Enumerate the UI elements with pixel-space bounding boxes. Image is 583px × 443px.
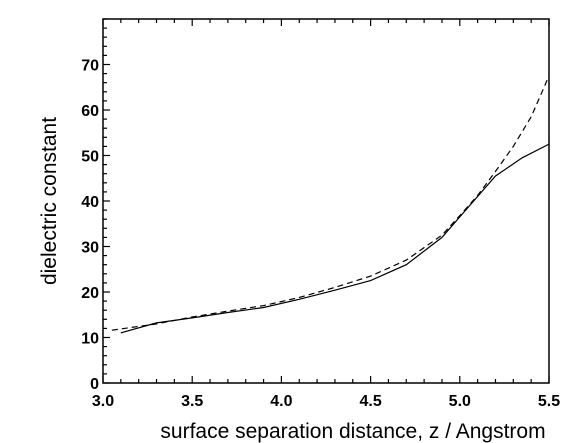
y-tick-label: 0 bbox=[90, 376, 99, 393]
series-line-dashed bbox=[111, 75, 550, 331]
y-tick-label: 70 bbox=[81, 58, 99, 75]
plot-frame bbox=[102, 18, 550, 384]
y-tick-label: 10 bbox=[81, 331, 99, 348]
y-tick-label: 20 bbox=[81, 285, 99, 302]
x-tick-label: 4.0 bbox=[270, 393, 292, 410]
y-tick-label: 50 bbox=[81, 149, 99, 166]
x-tick-label: 3.0 bbox=[92, 393, 114, 410]
y-tick-label: 60 bbox=[81, 103, 99, 120]
x-tick-label: 4.5 bbox=[359, 393, 381, 410]
y-tick-label: 40 bbox=[81, 194, 99, 211]
y-axis-ticks: 0 10 20 30 40 50 60 70 bbox=[81, 18, 110, 393]
x-tick-label: 5.0 bbox=[449, 393, 471, 410]
y-tick-label: 30 bbox=[81, 240, 99, 257]
x-tick-label: 3.5 bbox=[181, 393, 203, 410]
series-layer bbox=[111, 75, 550, 334]
x-axis-label: surface separation distance, z / Angstro… bbox=[160, 420, 545, 443]
x-tick-label: 5.5 bbox=[538, 393, 560, 410]
x-axis-ticks: 3.0 3.5 4.0 4.5 5.0 5.5 bbox=[92, 19, 560, 410]
series-line-solid bbox=[120, 143, 550, 334]
y-axis-label: dielectric constant bbox=[38, 117, 61, 285]
